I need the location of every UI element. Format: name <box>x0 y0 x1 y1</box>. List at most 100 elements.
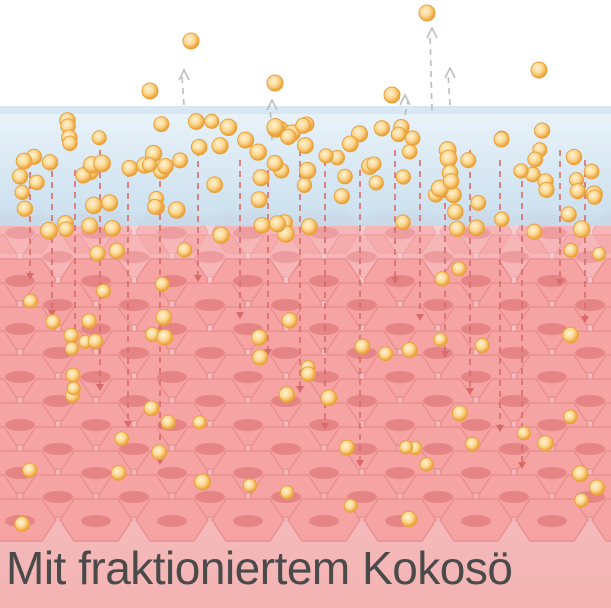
penetration-arrow-head <box>48 310 56 317</box>
cell-nucleus <box>195 443 225 455</box>
oil-droplet-icon <box>494 211 510 227</box>
cell-nucleus <box>423 299 453 311</box>
oil-droplet-icon <box>28 174 45 191</box>
oil-droplet-icon <box>530 61 548 79</box>
oil-droplet-icon <box>65 367 81 383</box>
penetration-arrow-head <box>581 316 589 323</box>
cell-nucleus <box>309 467 339 479</box>
evaporation-arrow-head <box>178 68 190 81</box>
oil-droplet-icon <box>404 130 421 147</box>
cell-nucleus <box>81 371 111 383</box>
cell-nucleus <box>423 443 453 455</box>
cell-nucleus <box>271 347 301 359</box>
oil-droplet-icon <box>141 82 159 100</box>
cell-nucleus <box>5 371 35 383</box>
oil-droplet-icon <box>571 465 589 483</box>
cell-nucleus <box>119 251 149 263</box>
oil-droplet-icon <box>586 189 603 205</box>
cell-nucleus <box>119 347 149 359</box>
oil-droplet-icon <box>11 168 29 185</box>
oil-droplet-icon <box>154 276 170 292</box>
arrow-layer <box>26 26 589 469</box>
oil-droplet-icon <box>366 156 382 172</box>
cell-nucleus <box>157 467 187 479</box>
cell-nucleus <box>499 299 529 311</box>
oil-droplet-icon <box>451 261 467 277</box>
cell-nucleus <box>195 491 225 503</box>
cell-nucleus <box>43 491 73 503</box>
cell-nucleus <box>43 443 73 455</box>
oil-droplet-icon <box>266 154 284 172</box>
penetration-arrow-head <box>441 351 449 358</box>
oil-droplet-icon <box>534 122 551 139</box>
oil-droplet-icon <box>572 220 591 239</box>
oil-droplet-icon <box>419 457 434 472</box>
cell-nucleus <box>195 251 225 263</box>
penetration-arrow-head <box>391 277 399 284</box>
cell-nucleus <box>119 299 149 311</box>
oil-droplet-icon <box>449 220 466 238</box>
oil-droplet-icon <box>395 214 411 231</box>
oil-droplet-icon <box>187 113 205 130</box>
penetration-arrow-head <box>236 312 244 319</box>
oil-droplet-icon <box>40 221 58 240</box>
oil-droplet-layer <box>11 4 607 532</box>
oil-droplet-icon <box>251 329 268 346</box>
oil-droplet-icon <box>89 245 106 262</box>
oil-droplet-icon <box>66 381 81 396</box>
oil-droplet-icon <box>14 516 31 532</box>
oil-droplet-icon <box>296 137 314 155</box>
oil-droplet-icon <box>253 216 271 234</box>
oil-droplet-icon <box>383 86 401 104</box>
oil-droplet-icon <box>160 414 176 430</box>
penetration-arrow-head <box>26 273 34 280</box>
oil-droplet-icon <box>280 128 297 146</box>
oil-droplet-icon <box>204 113 220 129</box>
oil-droplet-icon <box>447 203 464 221</box>
cell-nucleus <box>233 467 263 479</box>
skin-cell-layer <box>0 210 611 542</box>
oil-droplet-icon <box>45 314 61 330</box>
evaporation-arrow-head <box>399 93 411 106</box>
cell-nucleus <box>499 491 529 503</box>
oil-droplet-icon <box>190 138 208 156</box>
oil-droplet-icon <box>268 215 287 233</box>
cell-nucleus <box>5 323 35 335</box>
caption-text: Mit fraktioniertem Kokosö <box>6 542 513 594</box>
oil-droplet-icon <box>114 431 130 447</box>
oil-droplet-icon <box>493 131 510 148</box>
oil-droplet-icon <box>266 74 284 92</box>
cell-nucleus <box>575 299 605 311</box>
oil-droplet-icon <box>300 218 318 236</box>
oil-droplet-icon <box>465 436 480 452</box>
evaporation-arrow-icon <box>404 100 409 116</box>
cell-nucleus <box>119 395 149 407</box>
cell-nucleus <box>499 251 529 263</box>
oil-droplet-icon <box>527 151 544 168</box>
oil-droplet-icon <box>560 206 577 223</box>
cell-nucleus <box>537 515 567 527</box>
cell-nucleus <box>309 275 339 287</box>
oil-droplet-icon <box>22 462 38 478</box>
cell-nucleus <box>119 491 149 503</box>
oil-droplet-icon <box>574 492 589 508</box>
oil-droplet-icon <box>91 130 107 146</box>
oil-droplet-icon <box>81 217 99 235</box>
oil-droplet-icon <box>182 32 200 50</box>
oil-droplet-icon <box>81 313 97 329</box>
cell-nucleus <box>157 371 187 383</box>
cell-nucleus <box>385 323 415 335</box>
cell-nucleus <box>157 227 187 239</box>
penetration-arrow-head <box>296 386 304 393</box>
cell-nucleus <box>499 347 529 359</box>
oil-droplet-icon <box>58 221 75 238</box>
oil-droplet-icon <box>470 195 487 211</box>
penetration-arrow-head <box>194 275 202 282</box>
oil-droplet-icon <box>341 135 359 153</box>
oil-droplet-icon <box>569 183 586 200</box>
oil-droplet-icon <box>390 126 407 143</box>
cell-nucleus <box>461 323 491 335</box>
cell-nucleus <box>385 371 415 383</box>
oil-droplet-icon <box>368 175 384 191</box>
